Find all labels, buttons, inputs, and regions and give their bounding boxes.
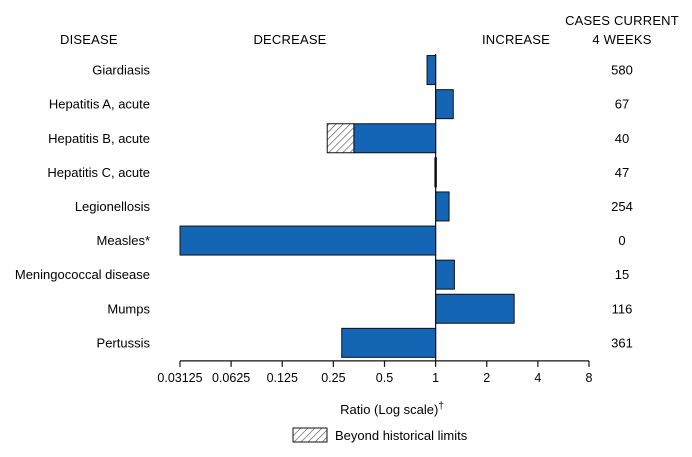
bar-giardiasis xyxy=(426,55,437,86)
category-label-hepatitis-c-acute: Hepatitis C, acute xyxy=(47,165,150,180)
x-tick-label: 0.25 xyxy=(321,371,345,385)
cases-count-meningococcal-disease: 15 xyxy=(615,267,629,282)
category-label-mumps: Mumps xyxy=(107,301,150,316)
category-label-giardiasis: Giardiasis xyxy=(92,63,150,78)
x-tick-label: 1 xyxy=(432,371,439,385)
x-tick-label: 4 xyxy=(534,371,541,385)
cases-count-pertussis: 361 xyxy=(611,335,633,350)
category-label-hepatitis-a-acute: Hepatitis A, acute xyxy=(49,97,150,112)
x-axis-title-text: Ratio (Log scale) xyxy=(340,402,438,417)
header-disease: DISEASE xyxy=(60,32,118,47)
category-label-legionellosis: Legionellosis xyxy=(75,199,151,214)
x-axis-title-dagger: † xyxy=(438,401,444,412)
x-tick-label: 8 xyxy=(586,371,593,385)
bar-mumps xyxy=(435,293,515,324)
chart-rows: Giardiasis 580 Hepatitis A, acute 67 Hepatit… xyxy=(15,55,633,358)
beyond-limits-hepatitis-b-acute xyxy=(326,123,355,154)
cases-count-mumps: 116 xyxy=(612,301,633,316)
bar-meningococcal-disease xyxy=(435,259,455,290)
x-axis-title: Ratio (Log scale)† xyxy=(340,401,444,417)
header-increase: INCREASE xyxy=(482,32,550,47)
header-decrease: DECREASE xyxy=(253,32,326,47)
cases-count-hepatitis-a-acute: 67 xyxy=(615,97,629,112)
bar-legionellosis xyxy=(435,191,450,222)
legend-swatch xyxy=(292,427,328,443)
x-tick-label: 2 xyxy=(483,371,490,385)
bar-hepatitis-b-acute xyxy=(353,123,437,154)
x-axis: 0.03125 0.0625 0.125 0.25 0.5 1 2 4 8 xyxy=(157,54,593,385)
cases-count-legionellosis: 254 xyxy=(611,199,633,214)
header-cases-line1: CASES CURRENT xyxy=(565,13,679,28)
category-label-hepatitis-b-acute: Hepatitis B, acute xyxy=(48,131,150,146)
header-cases-line2: 4 WEEKS xyxy=(592,32,651,47)
x-tick-label: 0.125 xyxy=(267,371,298,385)
x-tick-label: 0.03125 xyxy=(157,371,202,385)
category-label-pertussis: Pertussis xyxy=(97,335,151,350)
bar-hepatitis-a-acute xyxy=(435,89,454,120)
bar-measles xyxy=(179,225,437,256)
cases-count-giardiasis: 580 xyxy=(611,63,633,78)
cases-count-hepatitis-b-acute: 40 xyxy=(615,131,629,146)
x-tick-label: 0.0625 xyxy=(212,371,250,385)
category-label-meningococcal-disease: Meningococcal disease xyxy=(15,267,150,282)
cases-count-hepatitis-c-acute: 47 xyxy=(615,165,629,180)
cases-count-measles: 0 xyxy=(618,233,625,248)
bar-pertussis xyxy=(341,327,437,358)
legend-label: Beyond historical limits xyxy=(335,428,468,443)
x-tick-label: 0.5 xyxy=(376,371,393,385)
category-label-measles: Measles* xyxy=(97,233,150,248)
